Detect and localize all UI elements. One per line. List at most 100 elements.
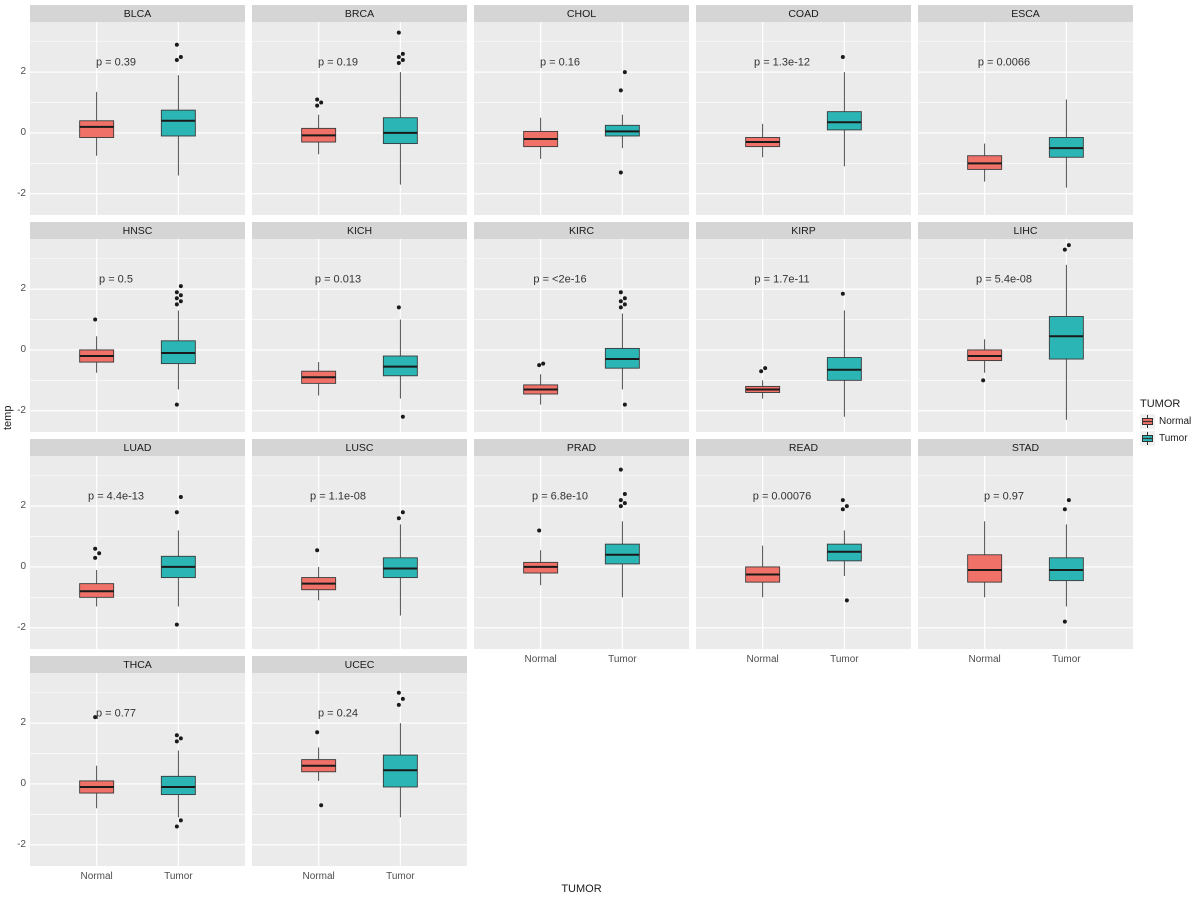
facet-strip-label: LUSC bbox=[252, 439, 467, 456]
outlier-point bbox=[174, 510, 179, 515]
facet-panel: p = 1.3e-12 bbox=[696, 22, 911, 215]
p-value-label: p = 1.7e-11 bbox=[754, 274, 809, 286]
outlier-point bbox=[174, 733, 179, 738]
box-tumor bbox=[826, 498, 862, 603]
facet-CHOL: CHOL p = 0.16 bbox=[474, 5, 689, 215]
box-tumor bbox=[1048, 243, 1084, 420]
outlier-point bbox=[618, 299, 623, 304]
facet-ESCA: ESCA p = 0.0066 bbox=[918, 5, 1133, 215]
outlier-point bbox=[541, 361, 546, 366]
legend-items: Normal Tumor bbox=[1140, 414, 1191, 446]
p-value-label: p = 0.16 bbox=[540, 57, 580, 69]
box-normal bbox=[745, 545, 781, 598]
outlier-point bbox=[1066, 498, 1071, 503]
facet-THCA: THCA p = 0.77 -2 0 2 Normal Tumor bbox=[17, 656, 245, 882]
outlier-point bbox=[618, 305, 623, 310]
y-tick-label: 2 bbox=[20, 717, 26, 729]
box-normal bbox=[79, 715, 115, 809]
facet-strip-label: COAD bbox=[696, 5, 911, 22]
facet-grid: BLCA p = 0.39 -2 0 2 BRCA p = 0.19 CHOL p = 0.16… bbox=[17, 5, 1133, 882]
outlier-point bbox=[1066, 243, 1071, 248]
box-tumor bbox=[604, 467, 640, 598]
facet-BLCA: BLCA p = 0.39 -2 0 2 bbox=[17, 5, 245, 215]
facet-PRAD: PRAD p = 6.8e-10 Normal Tumor bbox=[474, 439, 689, 665]
outlier-point bbox=[618, 498, 623, 503]
box-tumor bbox=[1048, 99, 1084, 188]
box-normal bbox=[745, 123, 781, 158]
outlier-point bbox=[396, 30, 401, 35]
outlier-point bbox=[622, 296, 627, 301]
box-normal bbox=[523, 361, 559, 405]
outlier-point bbox=[840, 498, 845, 503]
facet-panel: p = 0.0066 bbox=[918, 22, 1133, 215]
facet-strip-label: ESCA bbox=[918, 5, 1133, 22]
box-tumor bbox=[826, 54, 862, 167]
facet-BRCA: BRCA p = 0.19 bbox=[252, 5, 467, 215]
y-tick-label: 2 bbox=[20, 500, 26, 512]
outlier-point bbox=[1062, 507, 1067, 512]
facet-strip-label: BLCA bbox=[30, 5, 245, 22]
box-tumor bbox=[382, 30, 418, 185]
outlier-point bbox=[396, 690, 401, 695]
x-tick-label: Tumor bbox=[1052, 654, 1081, 665]
y-tick-label: 0 bbox=[20, 777, 26, 789]
outlier-point bbox=[93, 317, 98, 322]
outlier-point bbox=[618, 88, 623, 93]
x-tick-label: Normal bbox=[302, 871, 335, 882]
x-tick-label: Tumor bbox=[386, 871, 415, 882]
p-value-label: p = <2e-16 bbox=[533, 274, 586, 286]
legend: TUMOR Normal Tumor bbox=[1140, 398, 1191, 448]
legend-key-icon bbox=[1140, 431, 1155, 446]
box-normal bbox=[79, 317, 115, 373]
legend-label: Tumor bbox=[1159, 433, 1188, 444]
outlier-point bbox=[981, 378, 986, 383]
outlier-point bbox=[174, 302, 179, 307]
box-normal bbox=[301, 362, 337, 396]
box-normal bbox=[79, 546, 115, 607]
facet-strip-label: CHOL bbox=[474, 5, 689, 22]
outlier-point bbox=[178, 299, 183, 304]
outlier-point bbox=[178, 736, 183, 741]
box-normal bbox=[745, 366, 781, 399]
outlier-point bbox=[622, 402, 627, 407]
box-tumor bbox=[160, 42, 196, 176]
box-tumor bbox=[382, 510, 418, 616]
box-normal bbox=[301, 97, 337, 155]
outlier-point bbox=[178, 818, 183, 823]
outlier-point bbox=[840, 54, 845, 59]
outlier-point bbox=[396, 305, 401, 310]
box-normal bbox=[967, 521, 1003, 598]
outlier-point bbox=[618, 504, 623, 509]
p-value-label: p = 0.0066 bbox=[978, 57, 1030, 69]
facet-strip-label: HNSC bbox=[30, 222, 245, 239]
outlier-point bbox=[618, 170, 623, 175]
facet-LUSC: LUSC p = 1.1e-08 bbox=[252, 439, 467, 649]
outlier-point bbox=[93, 715, 98, 720]
p-value-label: p = 6.8e-10 bbox=[532, 491, 588, 503]
outlier-point bbox=[174, 739, 179, 744]
y-tick-label: 2 bbox=[20, 66, 26, 78]
outlier-point bbox=[178, 284, 183, 289]
outlier-point bbox=[618, 467, 623, 472]
facet-strip-label: BRCA bbox=[252, 5, 467, 22]
facet-strip-label: KIRP bbox=[696, 222, 911, 239]
facet-READ: READ p = 0.00076 Normal Tumor bbox=[696, 439, 911, 665]
p-value-label: p = 0.24 bbox=[318, 708, 358, 720]
box-tumor bbox=[160, 284, 196, 407]
outlier-point bbox=[759, 369, 764, 374]
outlier-point bbox=[174, 622, 179, 627]
p-value-label: p = 0.5 bbox=[99, 274, 133, 286]
facet-panel: p = 0.39 bbox=[30, 22, 245, 215]
outlier-point bbox=[400, 57, 405, 62]
facet-KIRP: KIRP p = 1.7e-11 bbox=[696, 222, 911, 432]
facet-strip-label: UCEC bbox=[252, 656, 467, 673]
facet-strip-label: LUAD bbox=[30, 439, 245, 456]
facet-strip-label: KICH bbox=[252, 222, 467, 239]
facet-panel: p = 0.5 bbox=[30, 239, 245, 432]
box-tumor bbox=[160, 495, 196, 627]
outlier-point bbox=[622, 70, 627, 75]
x-tick-label: Tumor bbox=[830, 654, 859, 665]
outlier-point bbox=[1062, 247, 1067, 252]
box-normal bbox=[523, 528, 559, 586]
